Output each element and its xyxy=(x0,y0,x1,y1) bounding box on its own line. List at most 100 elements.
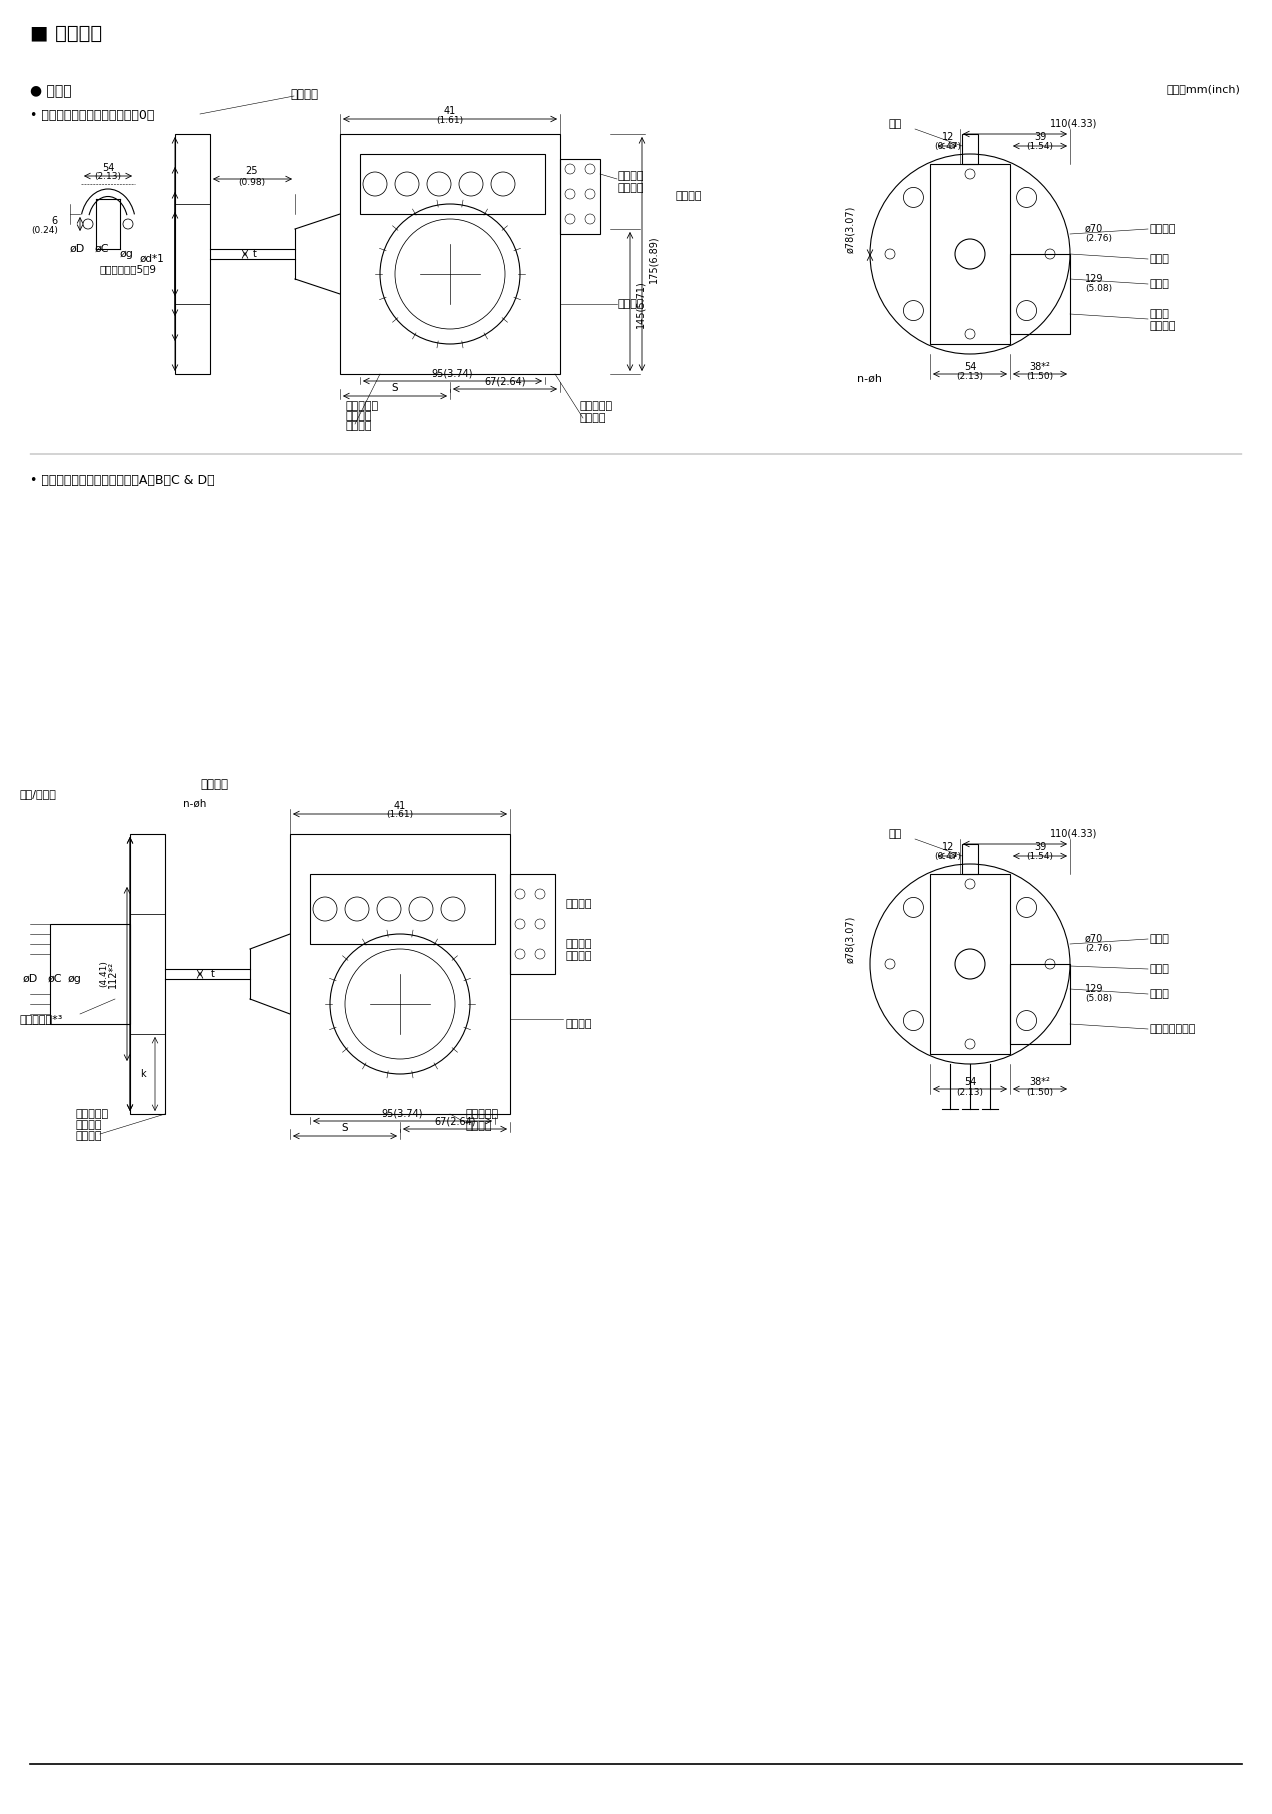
Bar xyxy=(1010,254,1070,334)
Text: øC: øC xyxy=(95,245,109,254)
Text: (1.61): (1.61) xyxy=(387,811,413,820)
Text: 95(3.74): 95(3.74) xyxy=(382,1108,422,1117)
Text: t: t xyxy=(253,249,257,259)
Text: ■ 外形尺寸: ■ 外形尺寸 xyxy=(31,24,102,44)
Text: 排气塞: 排气塞 xyxy=(1150,963,1170,974)
Text: 排气/排液塞: 排气/排液塞 xyxy=(20,789,57,798)
Text: 54: 54 xyxy=(102,163,114,172)
Text: ø78(3.07): ø78(3.07) xyxy=(845,916,855,963)
Bar xyxy=(340,134,560,374)
Text: 过程连接: 过程连接 xyxy=(1150,321,1177,330)
Text: 39: 39 xyxy=(1034,842,1046,853)
Text: 54: 54 xyxy=(964,1078,976,1087)
Text: ød*1: ød*1 xyxy=(140,254,165,265)
Text: ø78(3.07): ø78(3.07) xyxy=(845,205,855,252)
Text: (5.08): (5.08) xyxy=(1085,994,1112,1003)
Text: 排气塞: 排气塞 xyxy=(1150,254,1170,265)
Text: (2.76): (2.76) xyxy=(1085,945,1112,954)
Text: （可选）: （可选） xyxy=(345,421,371,432)
Text: 67(2.64): 67(2.64) xyxy=(434,1116,476,1126)
Text: (5.08): (5.08) xyxy=(1085,285,1112,294)
Text: 110(4.33): 110(4.33) xyxy=(1049,829,1098,840)
Text: n-øh: n-øh xyxy=(857,374,883,385)
Text: (1.61): (1.61) xyxy=(436,116,463,125)
Text: 低压侧: 低压侧 xyxy=(1150,308,1170,319)
Text: 54: 54 xyxy=(964,363,976,372)
Text: 12: 12 xyxy=(941,842,954,853)
Text: 调零: 调零 xyxy=(888,120,902,129)
Text: （可选）: （可选） xyxy=(466,1121,491,1130)
Bar xyxy=(360,154,544,214)
Text: 过程连接: 过程连接 xyxy=(675,190,701,201)
Text: 外接显示表: 外接显示表 xyxy=(75,1108,108,1119)
Text: S: S xyxy=(342,1123,349,1134)
Text: 内置显示表: 内置显示表 xyxy=(580,401,613,412)
Text: • 无冲洗环（冲洗连接环代码为0）: • 无冲洗环（冲洗连接环代码为0） xyxy=(31,109,154,122)
Text: 冲洗连接环*³: 冲洗连接环*³ xyxy=(20,1014,64,1023)
Text: 排液塞: 排液塞 xyxy=(1150,989,1170,1000)
Bar xyxy=(930,163,1010,345)
Text: 过程法兰: 过程法兰 xyxy=(290,87,318,100)
Text: 25: 25 xyxy=(245,167,258,176)
Text: 过程法兰: 过程法兰 xyxy=(200,778,228,791)
Bar xyxy=(962,844,978,874)
Text: 过程接头: 过程接头 xyxy=(618,171,645,181)
Text: øD: øD xyxy=(70,245,85,254)
Text: 电气接口: 电气接口 xyxy=(618,299,645,308)
Text: 12: 12 xyxy=(941,132,954,141)
Text: 129: 129 xyxy=(1085,983,1104,994)
Text: 电气连接代码5和9: 电气连接代码5和9 xyxy=(100,265,156,274)
Text: (0.47): (0.47) xyxy=(935,143,962,152)
Text: ● 平法兰: ● 平法兰 xyxy=(31,83,71,98)
Text: 低压侧过程连接: 低压侧过程连接 xyxy=(1150,1023,1197,1034)
Text: (4.41): (4.41) xyxy=(99,961,108,987)
Text: (2.13): (2.13) xyxy=(94,172,122,181)
Text: 175(6.89): 175(6.89) xyxy=(647,236,658,283)
Text: (1.50): (1.50) xyxy=(1027,372,1053,381)
Bar xyxy=(930,874,1010,1054)
Text: 41: 41 xyxy=(394,802,406,811)
Bar xyxy=(50,923,130,1023)
Text: (0.98): (0.98) xyxy=(238,178,266,187)
Bar xyxy=(510,874,555,974)
Text: 95(3.74): 95(3.74) xyxy=(431,368,473,377)
Text: (1.54): (1.54) xyxy=(1027,853,1053,862)
Text: 单位：mm(inch): 单位：mm(inch) xyxy=(1166,83,1240,94)
Text: （可选）: （可选） xyxy=(618,183,645,192)
Text: 电气接口: 电气接口 xyxy=(75,1119,102,1130)
Bar xyxy=(130,834,165,1114)
Text: 112*²: 112*² xyxy=(108,960,118,987)
Text: • 带冲洗环（冲洗连接环代码为A、B、C & D）: • 带冲洗环（冲洗连接环代码为A、B、C & D） xyxy=(31,473,215,486)
Text: （可选）: （可选） xyxy=(580,414,607,423)
Text: k: k xyxy=(140,1068,146,1079)
Bar xyxy=(176,134,210,374)
Text: (1.50): (1.50) xyxy=(1027,1088,1053,1096)
Bar xyxy=(310,874,495,943)
Text: S: S xyxy=(392,383,398,394)
Text: øg: øg xyxy=(120,249,134,259)
Text: 39: 39 xyxy=(1034,132,1046,141)
Text: øg: øg xyxy=(69,974,81,983)
Text: 145(5.71): 145(5.71) xyxy=(635,279,645,328)
Text: (2.13): (2.13) xyxy=(957,372,983,381)
Text: 过程连接: 过程连接 xyxy=(565,900,591,909)
Text: 调零: 调零 xyxy=(888,829,902,840)
Text: 内置显示表: 内置显示表 xyxy=(466,1108,499,1119)
Text: 接地端子: 接地端子 xyxy=(1150,223,1177,234)
Text: 41: 41 xyxy=(444,105,457,116)
Text: øC: øC xyxy=(48,974,62,983)
Text: 67(2.64): 67(2.64) xyxy=(485,375,525,386)
Text: 过程接头: 过程接头 xyxy=(565,940,591,949)
Text: 38*²: 38*² xyxy=(1029,1078,1051,1087)
Text: 排液塞: 排液塞 xyxy=(1150,279,1170,288)
Text: 电气接口: 电气接口 xyxy=(565,1019,591,1029)
Bar xyxy=(962,134,978,163)
Bar xyxy=(1010,963,1070,1045)
Bar xyxy=(290,834,510,1114)
Text: 129: 129 xyxy=(1085,274,1104,285)
Text: （可选）: （可选） xyxy=(565,951,591,961)
Text: 接地端: 接地端 xyxy=(1150,934,1170,943)
Text: 电气接口: 电气接口 xyxy=(345,412,371,421)
Text: （可选）: （可选） xyxy=(75,1130,102,1141)
Text: 6: 6 xyxy=(52,216,59,227)
